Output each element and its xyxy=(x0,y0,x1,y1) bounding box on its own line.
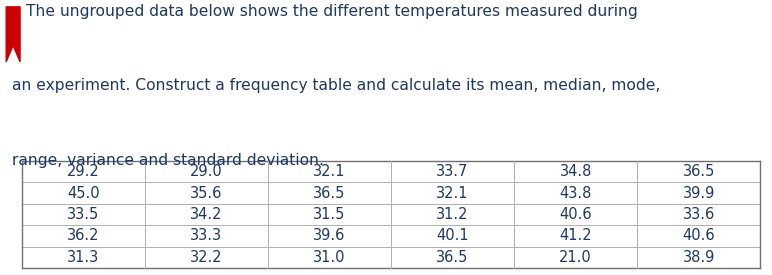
Text: 21.0: 21.0 xyxy=(560,250,592,265)
Text: 41.2: 41.2 xyxy=(560,229,592,243)
Text: 40.6: 40.6 xyxy=(682,229,715,243)
Text: 40.6: 40.6 xyxy=(560,207,592,222)
Text: 35.6: 35.6 xyxy=(190,186,222,200)
Text: 36.2: 36.2 xyxy=(67,229,100,243)
Text: 34.2: 34.2 xyxy=(190,207,222,222)
Text: 32.1: 32.1 xyxy=(436,186,469,200)
Text: 39.6: 39.6 xyxy=(313,229,346,243)
Text: 31.0: 31.0 xyxy=(313,250,346,265)
Text: 38.9: 38.9 xyxy=(682,250,715,265)
Text: 36.5: 36.5 xyxy=(436,250,469,265)
Text: 29.2: 29.2 xyxy=(67,164,100,179)
Text: 33.7: 33.7 xyxy=(436,164,469,179)
Text: 36.5: 36.5 xyxy=(313,186,346,200)
Text: 33.3: 33.3 xyxy=(190,229,222,243)
Text: range, variance and standard deviation.: range, variance and standard deviation. xyxy=(12,153,323,168)
Text: 34.8: 34.8 xyxy=(560,164,592,179)
Text: 43.8: 43.8 xyxy=(560,186,592,200)
Text: 33.6: 33.6 xyxy=(682,207,715,222)
Text: 32.2: 32.2 xyxy=(190,250,222,265)
Text: an experiment. Construct a frequency table and calculate its mean, median, mode,: an experiment. Construct a frequency tab… xyxy=(12,78,660,94)
Text: 29.0: 29.0 xyxy=(190,164,222,179)
Text: 33.5: 33.5 xyxy=(67,207,100,222)
Text: 31.5: 31.5 xyxy=(313,207,346,222)
Text: 31.2: 31.2 xyxy=(436,207,469,222)
Text: 31.3: 31.3 xyxy=(67,250,100,265)
Text: The ungrouped data below shows the different temperatures measured during: The ungrouped data below shows the diffe… xyxy=(26,4,638,19)
Polygon shape xyxy=(6,7,20,62)
Text: 45.0: 45.0 xyxy=(67,186,100,200)
Text: 36.5: 36.5 xyxy=(682,164,715,179)
Text: 40.1: 40.1 xyxy=(436,229,469,243)
Text: 32.1: 32.1 xyxy=(313,164,346,179)
Text: 39.9: 39.9 xyxy=(682,186,715,200)
